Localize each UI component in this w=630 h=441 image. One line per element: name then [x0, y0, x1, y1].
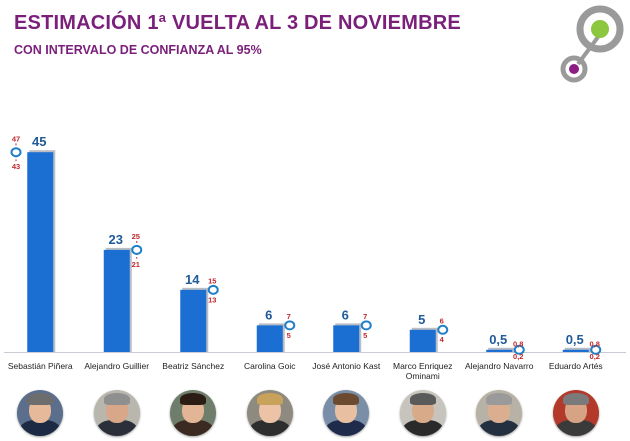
avatar-torso [173, 420, 214, 436]
interval-low-label: 5 [287, 331, 291, 340]
candidate-photo-icon [93, 390, 140, 436]
category-label: Marco Enriquez Ominami [392, 361, 453, 381]
bar [562, 349, 589, 352]
value-label: 0,5 [566, 332, 584, 347]
estimate-marker [590, 344, 602, 355]
category-label: Eduardo Artés [548, 361, 603, 371]
category-label: Alejandro Guillier [84, 361, 150, 371]
candidate-photo-icon [246, 390, 293, 436]
interval-high-label: 15 [208, 276, 216, 285]
avatar-torso [20, 420, 61, 436]
avatar-hair [27, 393, 54, 405]
candidate-photo-icon [399, 390, 446, 436]
avatar-torso [326, 420, 367, 436]
interval-low-label: 5 [363, 331, 367, 340]
estimate-marker [360, 320, 372, 331]
bar [180, 289, 207, 352]
estimate-marker [437, 324, 449, 335]
interval-high-label: 0,8 [513, 339, 523, 348]
chart-subtitle: CON INTERVALO DE CONFIANZA AL 95% [14, 43, 262, 57]
category-label: Beatriz Sánchez [162, 361, 225, 371]
category-label: Sebastián Piñera [7, 361, 73, 371]
bar [333, 325, 360, 352]
avatar-hair [256, 393, 283, 405]
brand-logo-icon [560, 5, 624, 83]
value-label: 6 [265, 307, 272, 322]
interval-low-label: 0,2 [513, 352, 523, 361]
interval-low-label: 43 [12, 162, 20, 171]
logo-large-ring [576, 5, 624, 53]
avatar-hair [409, 393, 436, 405]
bar [103, 249, 130, 352]
avatar-torso [479, 420, 520, 436]
interval-low-label: 21 [132, 260, 140, 269]
value-label: 0,5 [489, 332, 507, 347]
candidate-photo-icon [17, 390, 64, 436]
estimate-marker [10, 147, 22, 158]
bar [486, 349, 513, 352]
interval-high-label: 7 [363, 312, 367, 321]
bar [256, 325, 283, 352]
value-label: 6 [342, 307, 349, 322]
avatar-hair [180, 393, 207, 405]
estimate-marker [131, 244, 143, 255]
logo-small-ring [560, 55, 588, 83]
interval-low-label: 13 [208, 295, 216, 304]
logo-small-dot [569, 64, 579, 74]
value-label: 23 [109, 232, 123, 247]
avatar-hair [103, 393, 130, 405]
avatar-torso [555, 420, 596, 436]
avatar-torso [249, 420, 290, 436]
candidate-photo-icon [323, 390, 370, 436]
candidate-photo-icon [476, 390, 523, 436]
interval-low-label: 4 [440, 335, 445, 344]
value-label: 5 [418, 312, 425, 327]
estimate-marker [207, 284, 219, 295]
avatar-torso [402, 420, 443, 436]
interval-high-label: 6 [440, 316, 444, 325]
category-label: José Antonio Kast [312, 361, 381, 371]
interval-high-label: 47 [12, 134, 20, 143]
value-label: 14 [185, 272, 200, 287]
interval-high-label: 0,8 [590, 339, 600, 348]
avatar-torso [96, 420, 137, 436]
bar [409, 329, 436, 352]
chart-title: ESTIMACIÓN 1ª VUELTA AL 3 DE NOVIEMBRE [14, 12, 461, 34]
estimate-marker [513, 344, 525, 355]
logo-large-dot [591, 20, 609, 38]
avatar-hair [486, 393, 513, 405]
value-label: 45 [32, 134, 46, 149]
candidate-photo-icon [170, 390, 217, 436]
bar [27, 152, 54, 352]
estimate-marker [284, 320, 296, 331]
interval-high-label: 25 [132, 232, 140, 241]
category-label: Alejandro Navarro [464, 361, 534, 371]
avatar-hair [562, 393, 589, 405]
interval-high-label: 7 [287, 312, 291, 321]
avatar-hair [333, 393, 360, 405]
interval-low-label: 0,2 [590, 352, 600, 361]
category-label: Carolina Goic [244, 361, 296, 371]
candidate-photo-icon [552, 390, 599, 436]
